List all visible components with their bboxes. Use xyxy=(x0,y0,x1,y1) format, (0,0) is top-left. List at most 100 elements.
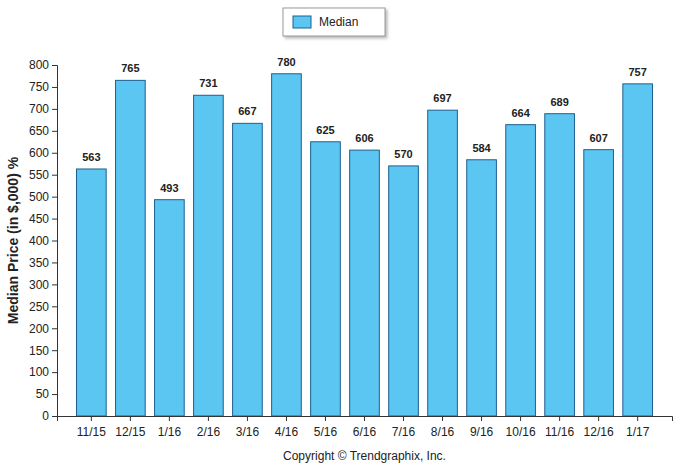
data-label: 780 xyxy=(277,56,295,68)
bar xyxy=(311,142,341,416)
x-tick: 10/16 xyxy=(506,416,536,439)
y-tick-mark xyxy=(52,350,57,351)
y-tick-label: 650 xyxy=(29,124,49,138)
y-tick-label: 200 xyxy=(29,322,49,336)
y-tick-label: 0 xyxy=(42,409,49,423)
x-tick: 12/16 xyxy=(584,416,614,439)
x-tick-label: 12/16 xyxy=(584,425,614,439)
data-labels: 5637654937316677806256065706975846646896… xyxy=(82,56,647,194)
x-tick-mark xyxy=(481,416,482,421)
y-tick: 300 xyxy=(29,278,57,292)
y-tick: 350 xyxy=(29,256,57,270)
data-label: 731 xyxy=(199,77,217,89)
data-label: 689 xyxy=(550,96,568,108)
y-tick-label: 700 xyxy=(29,102,49,116)
x-tick-mark xyxy=(91,416,92,421)
x-tick-mark xyxy=(208,416,209,421)
y-tick: 200 xyxy=(29,322,57,336)
y-tick-mark xyxy=(52,131,57,132)
y-tick: 450 xyxy=(29,212,57,226)
y-tick-label: 350 xyxy=(29,256,49,270)
x-tick-mark xyxy=(286,416,287,421)
bar xyxy=(77,169,107,416)
x-tick-label: 7/16 xyxy=(392,425,416,439)
y-tick-mark xyxy=(52,175,57,176)
x-tick: 4/16 xyxy=(275,416,299,439)
bar xyxy=(155,200,185,416)
x-tick: 9/16 xyxy=(470,416,494,439)
legend-label: Median xyxy=(319,15,358,29)
bar xyxy=(506,125,536,416)
x-tick-mark xyxy=(247,416,248,421)
legend-box xyxy=(283,8,385,36)
x-tick-label: 12/15 xyxy=(115,425,145,439)
x-tick: 11/15 xyxy=(77,416,106,439)
data-label: 667 xyxy=(238,105,256,117)
y-tick-mark xyxy=(52,394,57,395)
bar xyxy=(584,150,614,416)
y-tick-mark xyxy=(52,241,57,242)
bar xyxy=(623,84,653,416)
y-tick: 750 xyxy=(29,80,57,94)
y-tick-label: 600 xyxy=(29,146,49,160)
bar xyxy=(350,150,380,416)
bars xyxy=(77,74,653,416)
x-tick-label: 6/16 xyxy=(353,425,377,439)
y-tick-mark xyxy=(52,153,57,154)
data-label: 607 xyxy=(589,132,607,144)
bar xyxy=(428,110,458,416)
y-tick: 400 xyxy=(29,234,57,248)
x-tick: 11/16 xyxy=(545,416,574,439)
y-tick: 50 xyxy=(36,387,57,401)
x-tick: 1/17 xyxy=(626,416,650,439)
x-tick-label: 11/16 xyxy=(545,425,574,439)
y-tick-label: 550 xyxy=(29,168,49,182)
y-tick-mark xyxy=(52,328,57,329)
data-label: 584 xyxy=(472,142,491,154)
data-label: 757 xyxy=(628,66,646,78)
x-tick-label: 4/16 xyxy=(275,425,299,439)
y-tick: 700 xyxy=(29,102,57,116)
y-tick-label: 500 xyxy=(29,190,49,204)
bar xyxy=(233,123,263,416)
y-tick-mark xyxy=(52,284,57,285)
y-tick: 250 xyxy=(29,300,57,314)
data-label: 570 xyxy=(394,148,412,160)
bar xyxy=(272,74,302,416)
y-tick-label: 300 xyxy=(29,278,49,292)
x-tick-mark xyxy=(169,416,170,421)
y-tick: 600 xyxy=(29,146,57,160)
y-tick-label: 100 xyxy=(29,365,49,379)
data-label: 765 xyxy=(121,62,139,74)
y-tick-label: 750 xyxy=(29,80,49,94)
x-tick-label: 5/16 xyxy=(314,425,338,439)
y-tick-label: 450 xyxy=(29,212,49,226)
x-tick-label: 2/16 xyxy=(197,425,221,439)
plot: 5637654937316677806256065706975846646896… xyxy=(29,56,673,439)
bar xyxy=(194,95,224,416)
bar xyxy=(116,80,146,416)
y-tick: 650 xyxy=(29,124,57,138)
x-tick-label: 8/16 xyxy=(431,425,455,439)
y-tick-mark xyxy=(52,87,57,88)
x-tick-label: 10/16 xyxy=(506,425,536,439)
x-tick: 7/16 xyxy=(392,416,416,439)
y-axis: 0501001502002503003504004505005506006507… xyxy=(29,58,58,423)
legend: Median xyxy=(283,8,385,36)
y-tick-label: 400 xyxy=(29,234,49,248)
x-axis: 11/1512/151/162/163/164/165/166/167/168/… xyxy=(58,416,673,439)
x-tick-mark xyxy=(325,416,326,421)
y-tick: 0 xyxy=(42,409,57,423)
data-label: 493 xyxy=(160,182,178,194)
y-tick-mark xyxy=(52,197,57,198)
x-tick: 5/16 xyxy=(314,416,338,439)
y-tick-mark xyxy=(52,416,57,417)
data-label: 664 xyxy=(511,107,530,119)
bar xyxy=(545,114,575,416)
y-tick-label: 50 xyxy=(36,387,50,401)
x-tick-label: 3/16 xyxy=(236,425,260,439)
y-axis-title: Median Price (in $,000) % xyxy=(5,156,21,324)
x-tick: 12/15 xyxy=(115,416,145,439)
x-tick-label: 11/15 xyxy=(77,425,106,439)
data-label: 563 xyxy=(82,151,100,163)
